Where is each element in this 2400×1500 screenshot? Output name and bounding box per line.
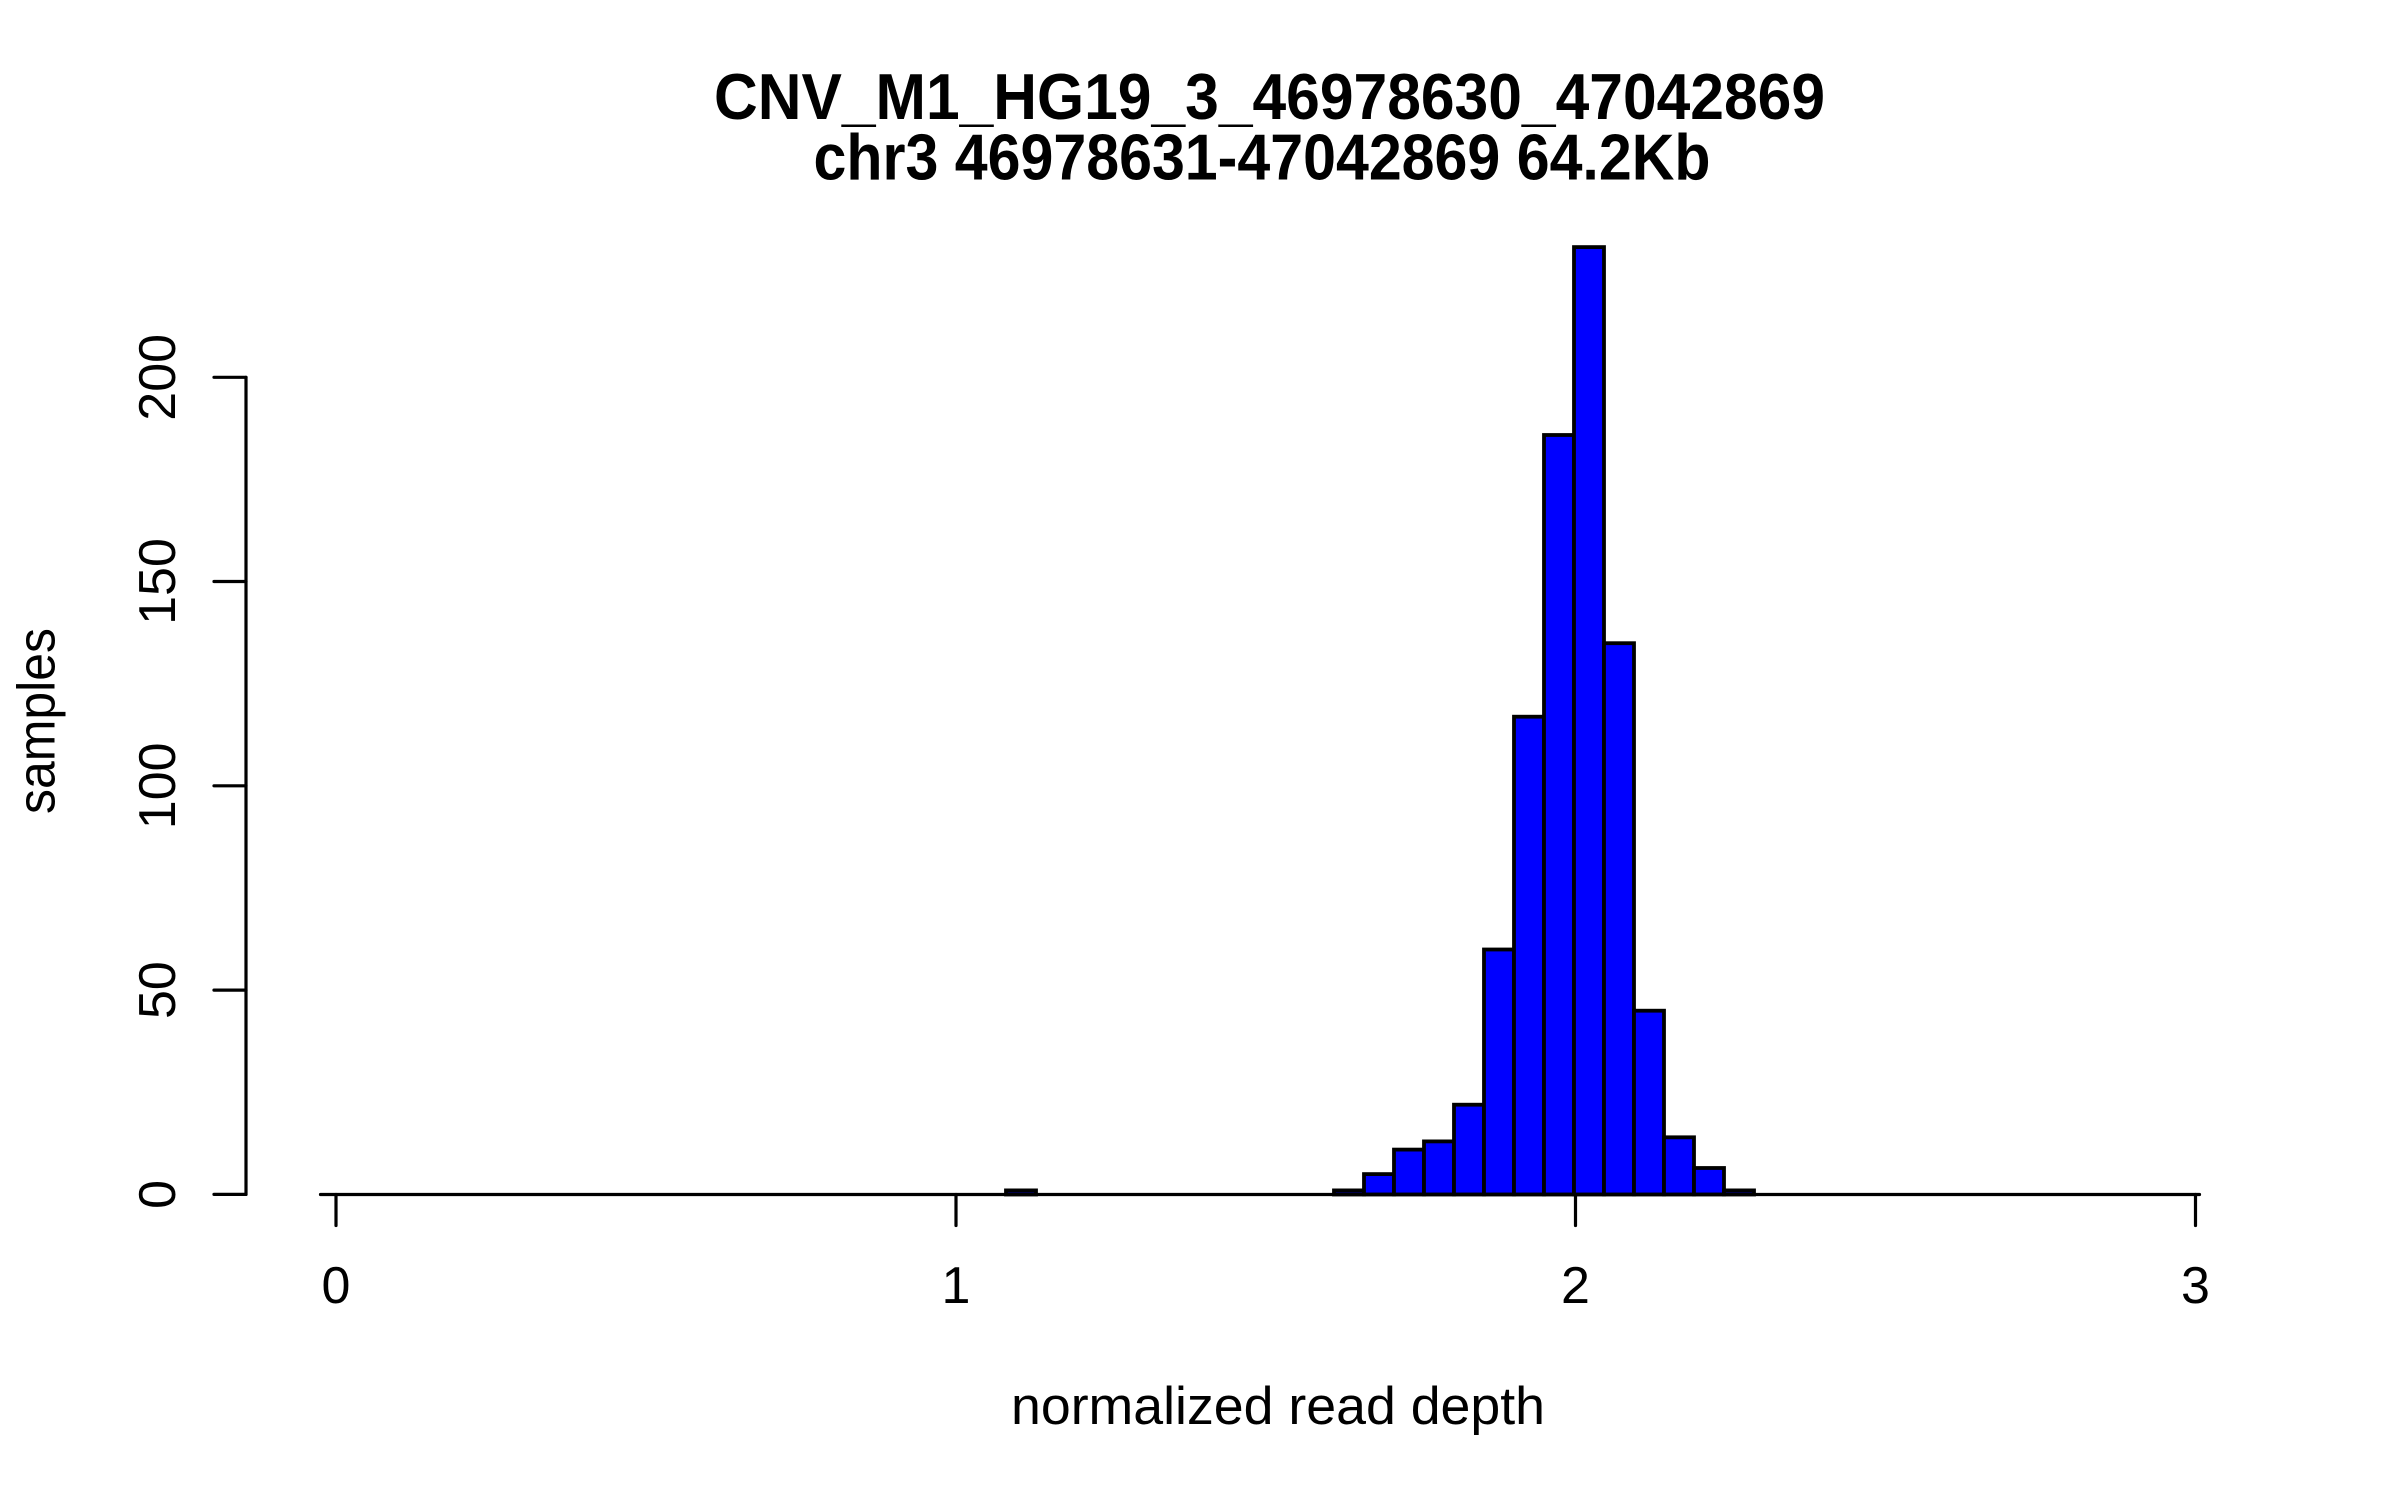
svg-text:1: 1: [942, 1257, 971, 1315]
svg-text:2: 2: [1561, 1257, 1590, 1315]
svg-text:0: 0: [129, 1180, 187, 1209]
svg-text:200: 200: [129, 334, 187, 421]
svg-text:100: 100: [129, 742, 187, 829]
svg-text:0: 0: [322, 1257, 351, 1315]
svg-text:150: 150: [129, 538, 187, 625]
svg-text:samples: samples: [8, 628, 67, 814]
svg-text:3: 3: [2181, 1257, 2210, 1315]
svg-text:chr3 46978631-47042869 64.2Kb: chr3 46978631-47042869 64.2Kb: [814, 121, 1711, 194]
svg-text:normalized read depth: normalized read depth: [1011, 1377, 1545, 1436]
svg-text:CNV_M1_HG19_3_46978630_4704286: CNV_M1_HG19_3_46978630_47042869: [714, 60, 1825, 133]
svg-text:50: 50: [129, 961, 187, 1019]
